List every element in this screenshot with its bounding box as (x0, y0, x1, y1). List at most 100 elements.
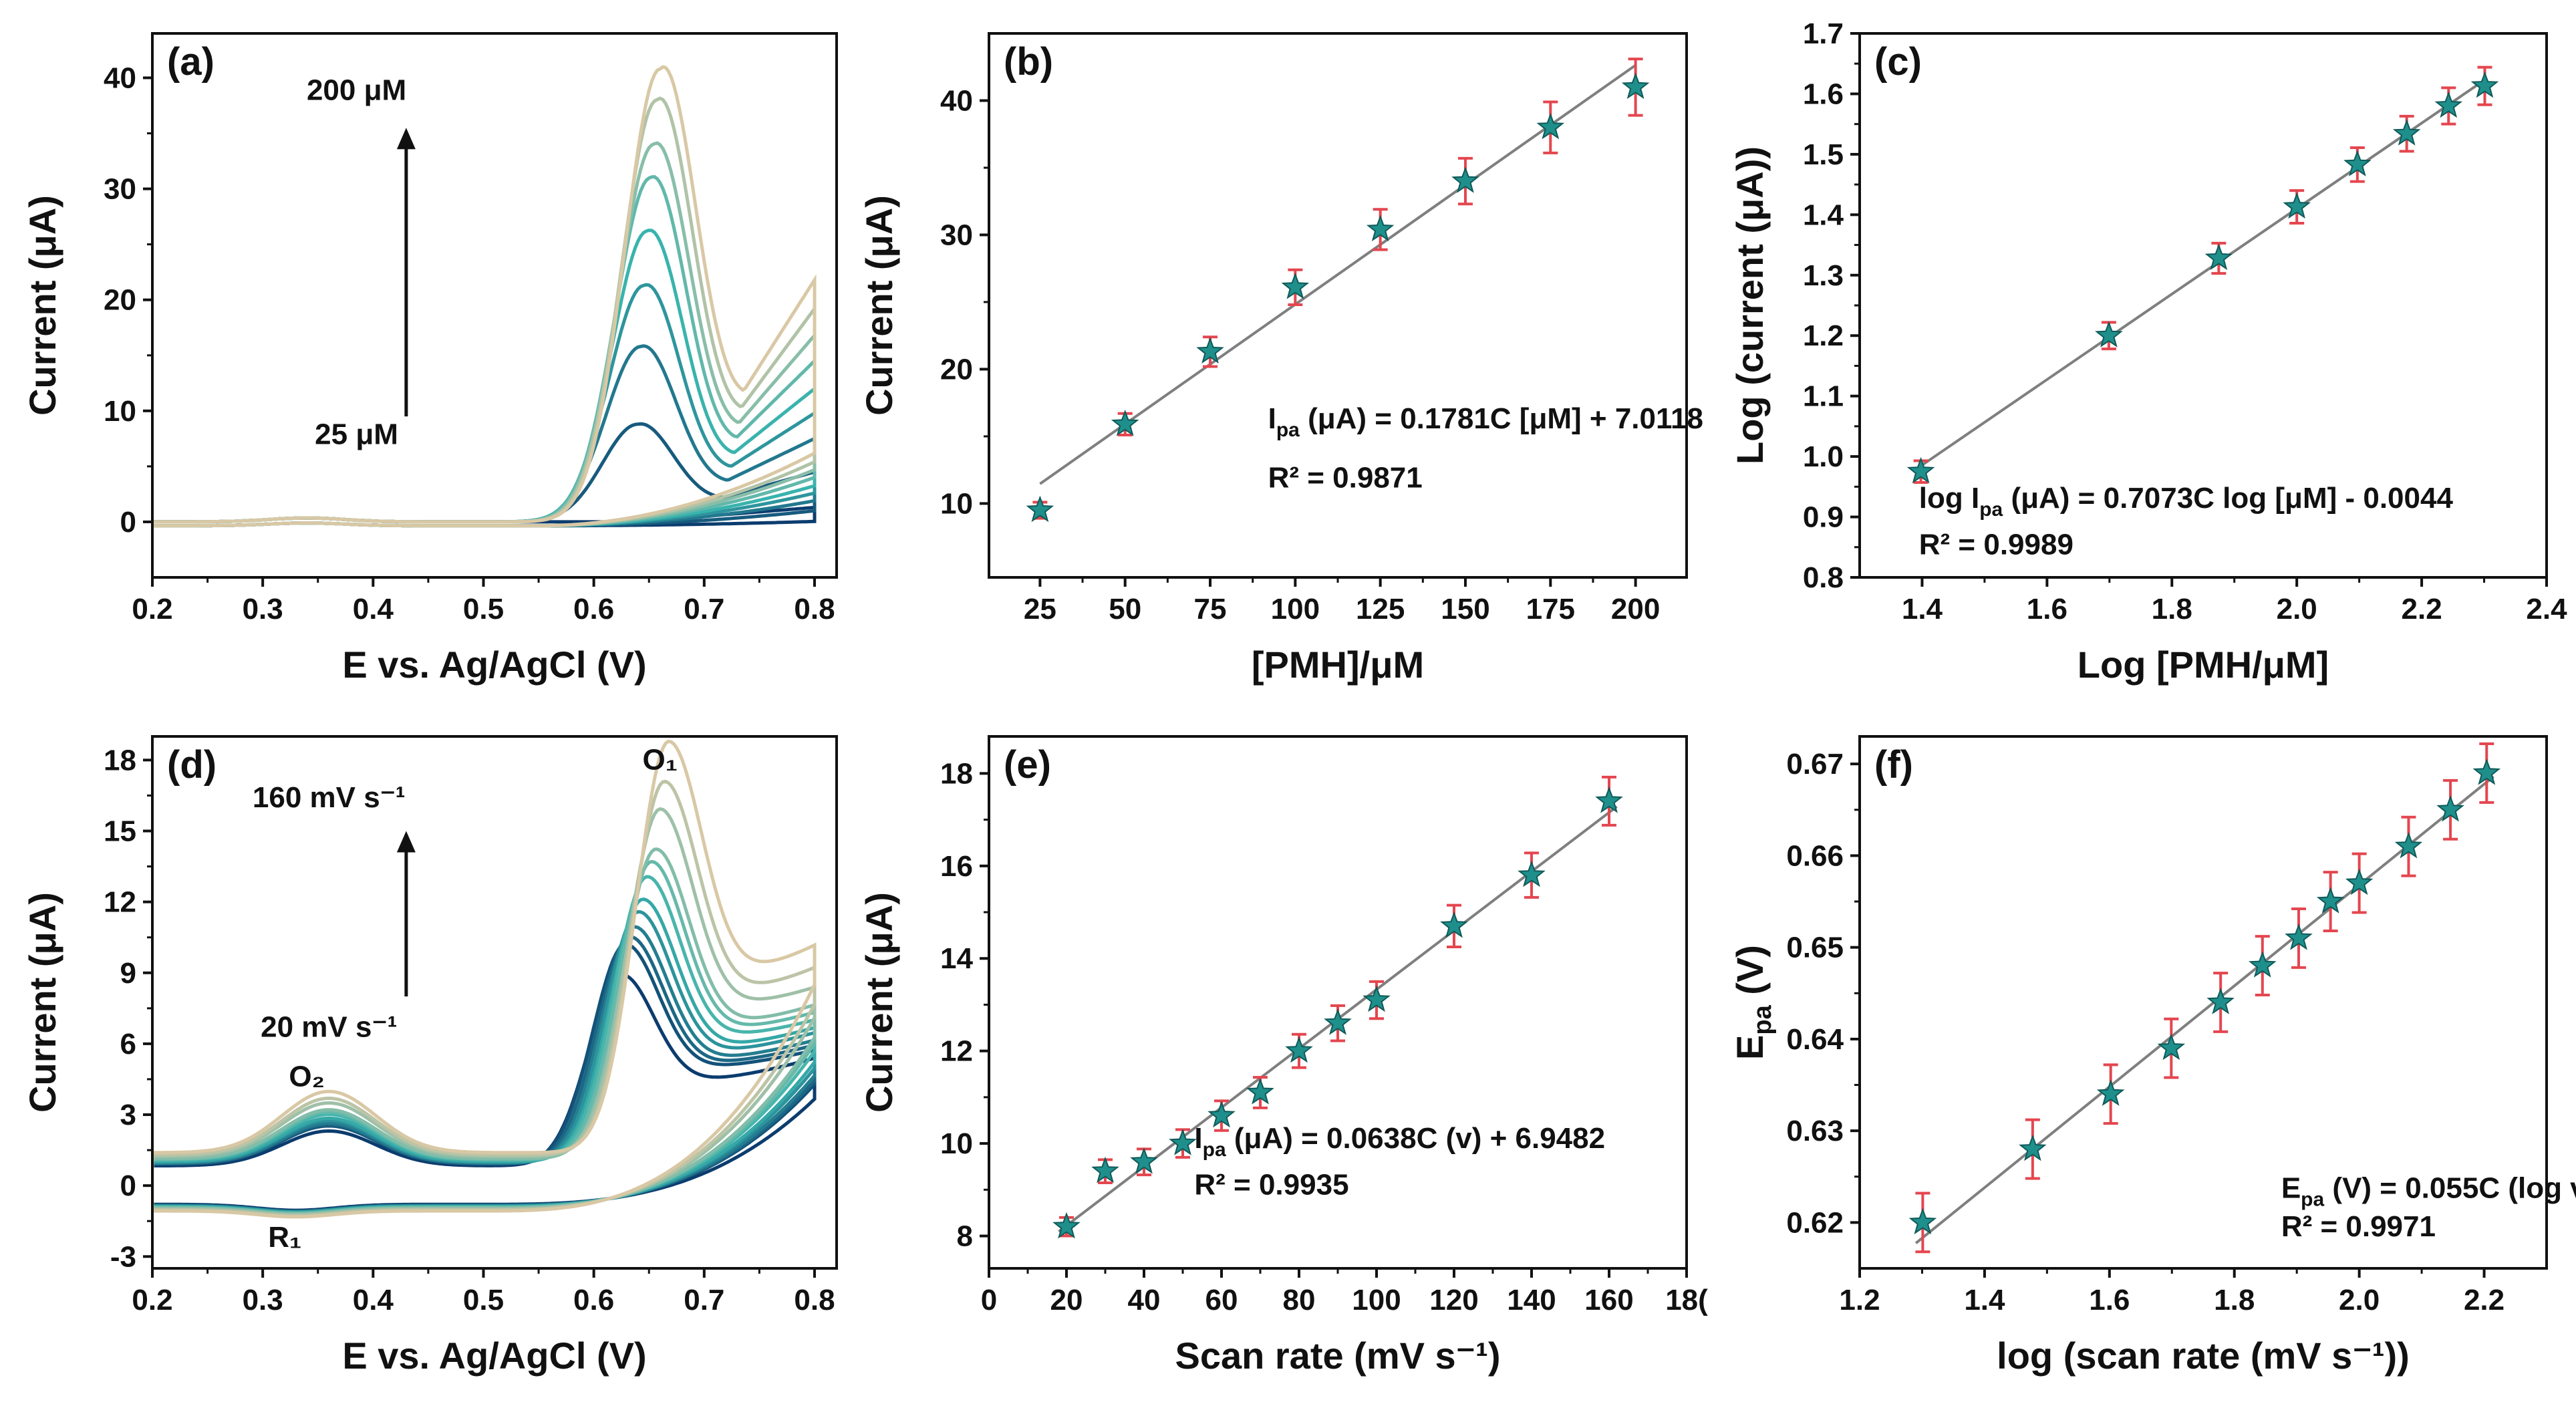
cv-curve-d (152, 935, 817, 1214)
x-tick-label-a: 0.7 (684, 593, 724, 625)
fit-equation-f: Epa (V) = 0.055C (log v) + 0.5468 (2281, 1171, 2576, 1210)
x-tick-label-b: 100 (1271, 593, 1320, 625)
y-tick-label-e: 12 (940, 1035, 973, 1068)
cv-curves-a (152, 65, 817, 528)
plot-frame-a (151, 32, 838, 579)
y-axis-label-d: Current (μA) (21, 892, 63, 1113)
data-point-e (1207, 1101, 1236, 1128)
panel-label-e: (e) (1004, 743, 1051, 787)
x-tick-label-d: 0.2 (132, 1284, 172, 1316)
fit-line-c (1920, 78, 2486, 467)
x-tick-label-b: 125 (1356, 593, 1405, 625)
y-tick-label-e: 8 (957, 1220, 973, 1253)
data-point-f (2285, 924, 2313, 950)
annotation-a: 25 μM (315, 418, 398, 451)
data-point-c (2470, 71, 2499, 98)
data-point-c (2283, 192, 2311, 219)
data-point-e (1595, 787, 1623, 813)
plot-frame-b (988, 32, 1688, 579)
x-tick-label-e: 18( (1665, 1284, 1708, 1316)
panel-e: 0 20 40 60 80 100 120 140 160 18(8 10 12 14 16 18 Scan … (858, 735, 1708, 1377)
x-tick-label-e: 120 (1429, 1284, 1478, 1316)
x-tick-label-d: 0.7 (684, 1284, 724, 1316)
annotation-d: O₁ (643, 744, 678, 777)
trend-arrowhead-d (396, 831, 416, 853)
x-tick-label-c: 1.6 (2027, 593, 2067, 625)
y-tick-label-c: 1.4 (1803, 198, 1844, 231)
y-tick-label-d: 12 (104, 886, 136, 919)
data-point-e (1130, 1147, 1158, 1174)
x-axis-label-f: log (scan rate (mV s⁻¹)) (1997, 1335, 2410, 1377)
data-point-f (2436, 795, 2464, 822)
y-tick-label-a: 10 (104, 395, 136, 428)
x-tick-label-f: 1.4 (1964, 1284, 2005, 1316)
y-tick-label-a: 0 (120, 506, 136, 539)
x-tick-label-d: 0.4 (353, 1284, 394, 1316)
y-tick-label-c: 1.1 (1803, 380, 1844, 413)
y-tick-label-f: 0.65 (1786, 932, 1844, 964)
x-tick-label-b: 25 (1024, 593, 1056, 625)
data-point-f (2019, 1134, 2047, 1161)
data-point-f (2157, 1033, 2186, 1061)
data-point-e (1363, 985, 1391, 1012)
data-point-b (1366, 215, 1395, 242)
cv-curves-d (152, 739, 817, 1219)
data-point-f (2096, 1079, 2125, 1106)
x-tick-label-a: 0.5 (463, 593, 504, 625)
y-tick-label-a: 30 (104, 173, 136, 206)
x-axis-label-b: [PMH]/μM (1252, 644, 1424, 686)
y-tick-label-b: 20 (940, 353, 973, 386)
x-tick-label-b: 50 (1109, 593, 1141, 625)
data-point-e (1169, 1129, 1197, 1155)
annotation-a: 200 μM (307, 74, 406, 107)
data-point-f (2206, 988, 2235, 1014)
data-point-e (1246, 1078, 1274, 1105)
panel-d: 160 mV s⁻¹ 20 mV s⁻¹ O₁ O₂ R₁ 0.2 0.3 0.4 0.5 0.6… (21, 735, 838, 1377)
annotation-d: 160 mV s⁻¹ (253, 781, 406, 814)
y-axis-label-a: Current (μA) (21, 195, 63, 416)
data-point-c (2343, 150, 2372, 176)
data-point-c (1906, 456, 1935, 484)
y-tick-label-c: 1.3 (1803, 259, 1844, 292)
r-squared-c: R² = 0.9989 (1919, 529, 2073, 561)
x-tick-label-a: 0.3 (243, 593, 283, 625)
data-point-e (1052, 1212, 1081, 1239)
x-tick-label-c: 1.8 (2152, 593, 2192, 625)
panel-label-d: (d) (167, 743, 217, 787)
plot-frame-f (1858, 735, 2548, 1270)
data-point-b (1196, 337, 1224, 364)
x-axis-label-c: Log [PMH/μM] (2078, 644, 2329, 686)
panel-label-a: (a) (167, 40, 214, 84)
y-axis-label-b: Current (μA) (858, 195, 900, 416)
y-tick-label-f: 0.66 (1786, 839, 1844, 872)
y-tick-label-e: 18 (940, 757, 973, 790)
x-tick-label-b: 150 (1441, 593, 1489, 625)
y-tick-label-f: 0.63 (1786, 1115, 1844, 1147)
r-squared-f: R² = 0.9971 (2281, 1210, 2436, 1243)
data-point-f (2316, 887, 2345, 914)
panel-label-f: (f) (1874, 743, 1913, 787)
x-tick-label-a: 0.8 (794, 593, 835, 625)
cv-curve-a (152, 96, 817, 528)
y-tick-label-d: 3 (120, 1099, 136, 1131)
r-squared-e: R² = 0.9935 (1194, 1168, 1348, 1201)
y-tick-label-c: 1.0 (1803, 440, 1844, 473)
fit-equation-e: Ipa (μA) = 0.0638C (v) + 6.9482 (1194, 1122, 1605, 1161)
y-tick-label-d: -3 (110, 1240, 136, 1273)
x-tick-label-c: 2.2 (2402, 593, 2442, 625)
x-tick-label-e: 140 (1507, 1284, 1556, 1316)
x-tick-label-d: 0.3 (243, 1284, 283, 1316)
data-point-f (2248, 951, 2277, 978)
y-tick-label-c: 0.9 (1803, 501, 1844, 534)
x-tick-label-c: 2.0 (2277, 593, 2317, 625)
data-point-e (1091, 1156, 1119, 1183)
data-point-f (2345, 868, 2374, 895)
data-point-c (2434, 91, 2463, 118)
x-tick-label-d: 0.8 (794, 1284, 835, 1316)
data-point-f (2394, 831, 2423, 859)
annotation-d: 20 mV s⁻¹ (261, 1010, 397, 1043)
y-tick-label-c: 0.8 (1803, 561, 1844, 594)
y-tick-label-d: 18 (104, 744, 136, 777)
x-tick-label-e: 80 (1283, 1284, 1316, 1316)
